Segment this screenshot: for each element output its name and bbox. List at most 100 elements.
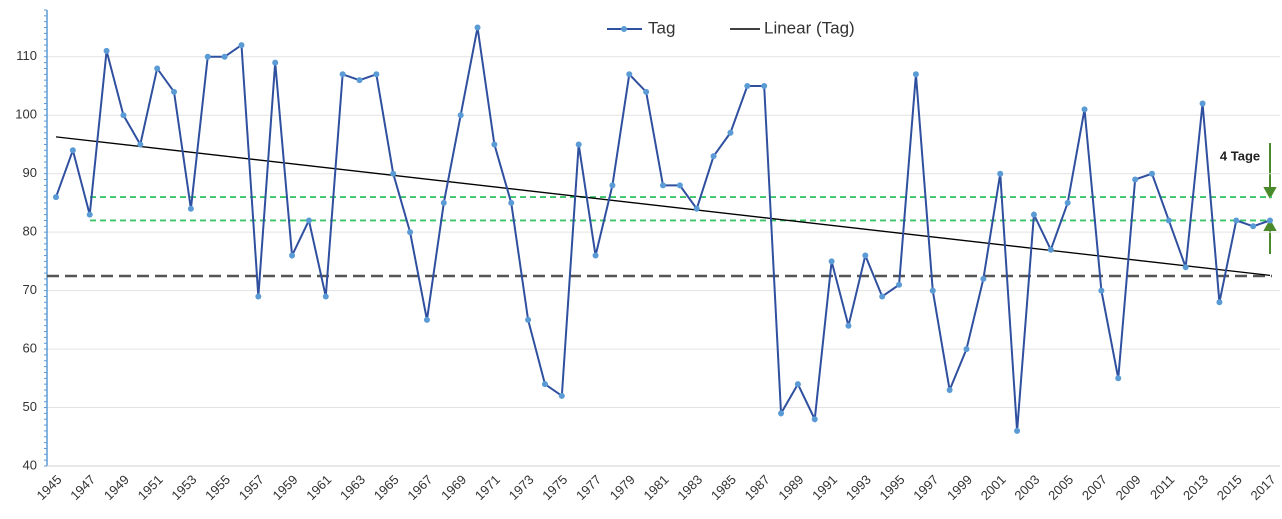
- x-tick-label: 1991: [809, 472, 840, 503]
- x-tick-label: 1981: [640, 472, 671, 503]
- point: [592, 252, 599, 259]
- x-tick-label: 1967: [404, 472, 435, 503]
- point: [811, 416, 818, 423]
- point: [980, 275, 987, 282]
- point: [929, 287, 936, 294]
- point: [1064, 199, 1071, 206]
- x-tick-label: 2005: [1045, 472, 1076, 503]
- point: [137, 141, 144, 148]
- x-tick-label: 1959: [270, 472, 301, 503]
- point: [272, 59, 279, 66]
- x-tick-label: 2013: [1180, 472, 1211, 503]
- point: [255, 293, 262, 300]
- legend-label: Tag: [648, 18, 675, 37]
- y-tick-label: 60: [23, 341, 37, 356]
- point: [676, 182, 683, 189]
- point: [171, 88, 178, 95]
- annotation: 4 Tage: [1220, 148, 1260, 163]
- point: [575, 141, 582, 148]
- point: [154, 65, 161, 72]
- y-tick-label: 40: [23, 457, 37, 472]
- x-tick-label: 1977: [573, 472, 604, 503]
- point: [609, 182, 616, 189]
- point: [86, 211, 93, 218]
- point: [896, 281, 903, 288]
- point: [946, 387, 953, 393]
- point: [120, 112, 127, 119]
- point: [305, 217, 312, 224]
- point: [53, 194, 59, 201]
- point: [626, 71, 633, 78]
- x-tick-label: 1999: [944, 472, 975, 503]
- point: [1165, 217, 1172, 224]
- point: [1233, 217, 1240, 224]
- point: [912, 71, 919, 78]
- x-tick-label: 1985: [708, 472, 739, 503]
- point: [390, 170, 397, 177]
- point: [440, 199, 447, 206]
- legend-marker: [621, 26, 627, 32]
- point: [322, 293, 329, 300]
- x-tick-label: 1951: [135, 472, 166, 503]
- point: [289, 252, 296, 259]
- series-line: [55, 27, 1271, 432]
- point: [1182, 264, 1189, 271]
- legend-label: Linear (Tag): [764, 18, 855, 37]
- point: [845, 322, 852, 329]
- x-tick-label: 1975: [539, 472, 570, 503]
- y-tick-label: 80: [23, 224, 37, 239]
- point: [1047, 246, 1054, 253]
- x-tick-label: 1949: [101, 472, 132, 503]
- x-tick-label: 2003: [1011, 472, 1042, 503]
- x-tick-label: 1955: [202, 472, 233, 503]
- point: [862, 252, 869, 259]
- point: [407, 229, 414, 236]
- x-tick-label: 1987: [742, 472, 773, 503]
- y-tick-label: 70: [23, 282, 37, 297]
- point: [1115, 375, 1122, 382]
- point: [1250, 223, 1257, 230]
- y-tick-label: 50: [23, 399, 37, 414]
- point: [828, 258, 835, 265]
- point: [1148, 170, 1155, 177]
- point: [744, 83, 751, 89]
- x-tick-label: 1989: [775, 472, 806, 503]
- point: [997, 170, 1004, 177]
- point: [879, 293, 886, 300]
- point: [710, 153, 717, 160]
- point: [1267, 217, 1273, 224]
- point: [660, 182, 666, 189]
- point: [761, 83, 768, 89]
- point: [491, 141, 498, 148]
- point: [339, 71, 346, 78]
- point: [1014, 427, 1021, 434]
- x-tick-label: 1953: [168, 472, 199, 503]
- x-tick-label: 1993: [843, 472, 874, 503]
- x-tick-label: 1961: [303, 472, 334, 503]
- point: [525, 316, 532, 323]
- x-tick-label: 1945: [33, 472, 64, 503]
- x-tick-label: 2017: [1247, 472, 1278, 503]
- point: [541, 381, 548, 388]
- x-tick-label: 2009: [1113, 472, 1144, 503]
- point: [103, 47, 110, 54]
- x-tick-label: 1971: [472, 472, 503, 503]
- x-tick-label: 1979: [607, 472, 638, 503]
- x-tick-label: 1957: [236, 472, 267, 503]
- x-tick-label: 1995: [877, 472, 908, 503]
- point: [1216, 299, 1223, 306]
- point: [1098, 287, 1105, 294]
- x-tick-label: 1997: [910, 472, 941, 503]
- x-tick-label: 2001: [978, 472, 1009, 503]
- arrow-head: [1263, 218, 1277, 231]
- point: [423, 316, 430, 323]
- point: [1132, 176, 1139, 183]
- point: [238, 42, 245, 49]
- x-tick-label: 1973: [506, 472, 537, 503]
- point: [187, 205, 194, 212]
- point: [558, 392, 565, 399]
- x-tick-label: 1969: [438, 472, 469, 503]
- point: [778, 410, 785, 417]
- point: [1081, 106, 1088, 113]
